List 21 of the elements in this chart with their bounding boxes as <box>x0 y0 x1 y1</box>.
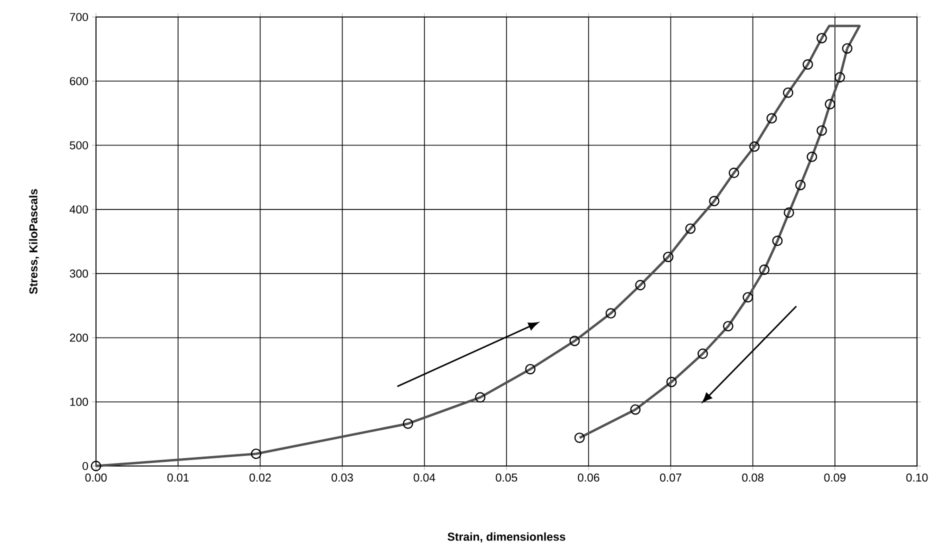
x-tick-label: 0.07 <box>660 474 682 482</box>
x-tick-label: 0.06 <box>578 474 600 482</box>
x-tick-label: 0.05 <box>496 474 518 482</box>
y-tick-label: 400 <box>70 205 88 214</box>
y-tick-label: 700 <box>70 12 88 22</box>
y-tick-label: 600 <box>70 77 88 86</box>
y-tick-label: 100 <box>70 398 88 406</box>
x-tick-label: 0.04 <box>414 474 436 482</box>
y-tick-label: 300 <box>70 270 88 278</box>
x-tick-label: 0.09 <box>824 474 846 482</box>
y-tick-label: 0 <box>82 462 88 470</box>
x-tick-label: 0.03 <box>332 474 353 482</box>
y-tick-label: 200 <box>70 334 88 342</box>
x-tick-label: 0.01 <box>167 474 189 482</box>
x-tick-label: 0.02 <box>250 474 271 482</box>
x-tick-label: 0.08 <box>742 474 764 482</box>
x-tick-label: 0.00 <box>85 474 107 482</box>
y-tick-label: 500 <box>70 141 88 150</box>
x-tick-label: 0.10 <box>906 474 928 482</box>
y-axis-title: Stress, KiloPascals <box>29 189 40 294</box>
x-axis-title: Strain, dimensionless <box>448 532 566 542</box>
